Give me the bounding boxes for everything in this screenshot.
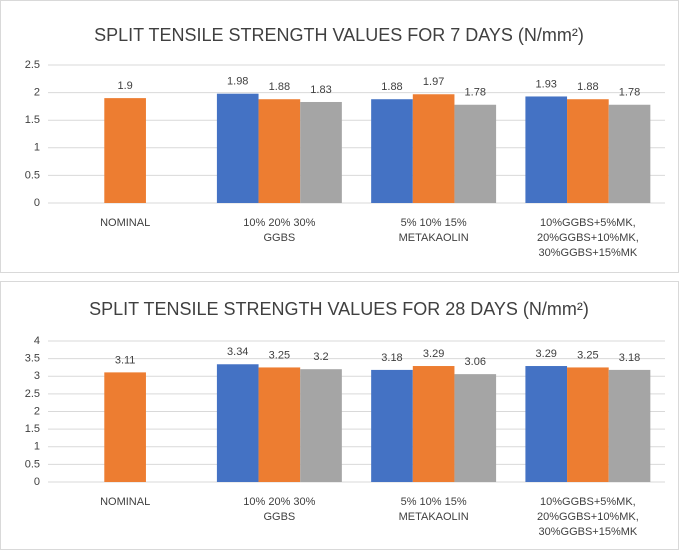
data-label: 3.11 [115, 354, 136, 366]
data-label: 1.98 [227, 76, 248, 88]
x-tick-label: METAKAOLIN [399, 232, 469, 244]
bar [300, 101, 342, 203]
x-tick-label: 10% 20% 30% [243, 496, 315, 508]
bar [258, 99, 301, 203]
x-tick-label: GGBS [263, 511, 295, 523]
data-label: 1.83 [310, 84, 331, 96]
x-tick-label: 20%GGBS+10%MK, [537, 232, 639, 244]
chart-title: SPLIT TENSILE STRENGTH VALUES FOR 7 DAYS… [94, 25, 584, 45]
y-tick-label: 0 [34, 197, 40, 209]
data-label: 3.2 [313, 351, 328, 363]
data-label: 1.78 [619, 87, 640, 99]
data-label: 3.25 [577, 349, 598, 361]
data-label: 1.9 [117, 80, 132, 92]
x-tick-label: 20%GGBS+10%MK, [537, 511, 639, 523]
bar [412, 94, 455, 203]
y-tick-label: 2 [34, 405, 40, 417]
bar [608, 104, 651, 203]
y-tick-label: 2.5 [25, 59, 40, 71]
y-tick-label: 0 [34, 476, 40, 488]
bar [371, 99, 413, 203]
x-tick-label: 30%GGBS+15%MK [539, 526, 638, 538]
y-tick-label: 1 [34, 142, 40, 154]
x-tick-label: GGBS [263, 232, 295, 244]
bar [525, 96, 568, 203]
bar [567, 99, 609, 203]
x-tick-label: 10% 20% 30% [243, 217, 315, 229]
x-tick-label: METAKAOLIN [399, 511, 469, 523]
data-label: 3.06 [465, 356, 486, 368]
data-label: 1.88 [269, 81, 290, 93]
y-tick-label: 1.5 [25, 114, 40, 126]
chart-title: SPLIT TENSILE STRENGTH VALUES FOR 28 DAY… [89, 299, 589, 319]
data-label: 3.18 [619, 352, 640, 364]
y-tick-label: 2.5 [25, 388, 40, 400]
bar [454, 374, 497, 482]
data-label: 1.93 [536, 78, 557, 90]
x-tick-label: NOMINAL [100, 217, 150, 229]
bar [216, 364, 259, 482]
y-tick-label: 3 [34, 370, 40, 382]
x-tick-label: 30%GGBS+15%MK [539, 247, 638, 259]
y-tick-label: 3.5 [25, 353, 40, 365]
bar [371, 369, 413, 482]
x-tick-label: 10%GGBS+5%MK, [540, 496, 636, 508]
data-label: 3.29 [423, 348, 444, 360]
bar [525, 366, 568, 482]
y-tick-label: 1 [34, 441, 40, 453]
bar [300, 369, 342, 482]
x-tick-label: 10%GGBS+5%MK, [540, 217, 636, 229]
y-tick-label: 1.5 [25, 423, 40, 435]
bar [104, 372, 146, 482]
data-label: 1.88 [577, 81, 598, 93]
bar [454, 104, 497, 203]
data-label: 3.34 [227, 346, 248, 358]
bar [216, 93, 259, 203]
data-label: 1.78 [465, 87, 486, 99]
data-label: 3.25 [269, 349, 290, 361]
data-label: 3.18 [381, 352, 402, 364]
x-tick-label: NOMINAL [100, 496, 150, 508]
bar [608, 369, 651, 482]
data-label: 1.88 [381, 81, 402, 93]
bar [567, 367, 609, 482]
bar [258, 367, 301, 482]
x-tick-label: 5% 10% 15% [401, 217, 467, 229]
y-tick-label: 4 [34, 335, 40, 347]
x-tick-label: 5% 10% 15% [401, 496, 467, 508]
y-tick-label: 2 [34, 87, 40, 99]
bar [104, 98, 146, 203]
bar [412, 366, 455, 482]
y-tick-label: 0.5 [25, 458, 40, 470]
data-label: 3.29 [536, 348, 557, 360]
data-label: 1.97 [423, 76, 444, 88]
y-tick-label: 0.5 [25, 169, 40, 181]
